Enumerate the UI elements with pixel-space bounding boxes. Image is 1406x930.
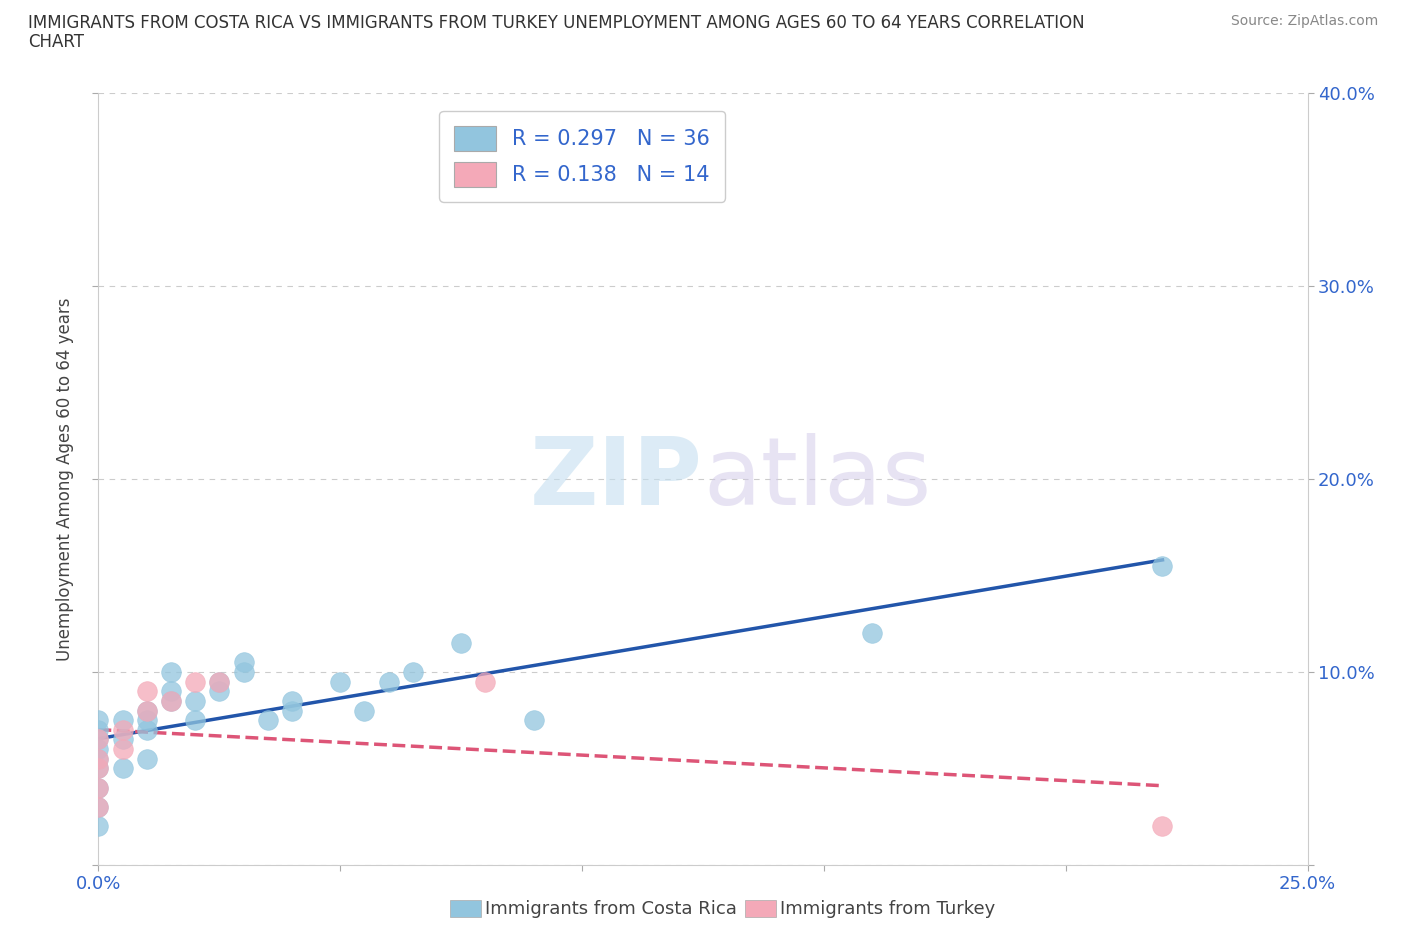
Point [87,732,110,747]
Point [87,751,110,766]
Point [450,635,472,650]
Point [135,703,157,718]
Point [474,674,496,689]
Point [860,626,883,641]
Text: IMMIGRANTS FROM COSTA RICA VS IMMIGRANTS FROM TURKEY UNEMPLOYMENT AMONG AGES 60 : IMMIGRANTS FROM COSTA RICA VS IMMIGRANTS… [28,14,1085,32]
Point [87,780,110,795]
Point [256,712,278,727]
Point [184,694,207,709]
Text: Source: ZipAtlas.com: Source: ZipAtlas.com [1230,14,1378,28]
Point [160,684,183,698]
Point [87,780,110,795]
Point [329,674,352,689]
Point [135,703,157,718]
Point [377,674,399,689]
Point [87,761,110,776]
Point [111,761,134,776]
Point [208,674,231,689]
Point [111,723,134,737]
Point [135,712,157,727]
Point [184,712,207,727]
Point [87,819,110,834]
Point [87,751,110,766]
Point [111,732,134,747]
Y-axis label: Unemployment Among Ages 60 to 64 years: Unemployment Among Ages 60 to 64 years [56,298,75,660]
Point [232,655,254,670]
Point [160,694,183,709]
Point [87,712,110,727]
Point [281,694,304,709]
Point [87,723,110,737]
Point [87,761,110,776]
Point [1152,558,1174,573]
Text: Immigrants from Turkey: Immigrants from Turkey [780,899,995,918]
Point [232,665,254,680]
Point [184,674,207,689]
Legend: R = 0.297   N = 36, R = 0.138   N = 14: R = 0.297 N = 36, R = 0.138 N = 14 [440,112,724,202]
Point [402,665,425,680]
Point [111,712,134,727]
Text: atlas: atlas [703,433,931,525]
Point [87,800,110,815]
Point [87,742,110,757]
Text: ZIP: ZIP [530,433,703,525]
Point [87,732,110,747]
Point [135,723,157,737]
Text: Immigrants from Costa Rica: Immigrants from Costa Rica [485,899,737,918]
Point [87,800,110,815]
Point [208,684,231,698]
Point [160,694,183,709]
Point [523,712,546,727]
Point [160,665,183,680]
Point [135,684,157,698]
Point [135,751,157,766]
Point [1152,819,1174,834]
Point [353,703,375,718]
Point [281,703,304,718]
Point [208,674,231,689]
Point [111,742,134,757]
Text: CHART: CHART [28,33,84,50]
